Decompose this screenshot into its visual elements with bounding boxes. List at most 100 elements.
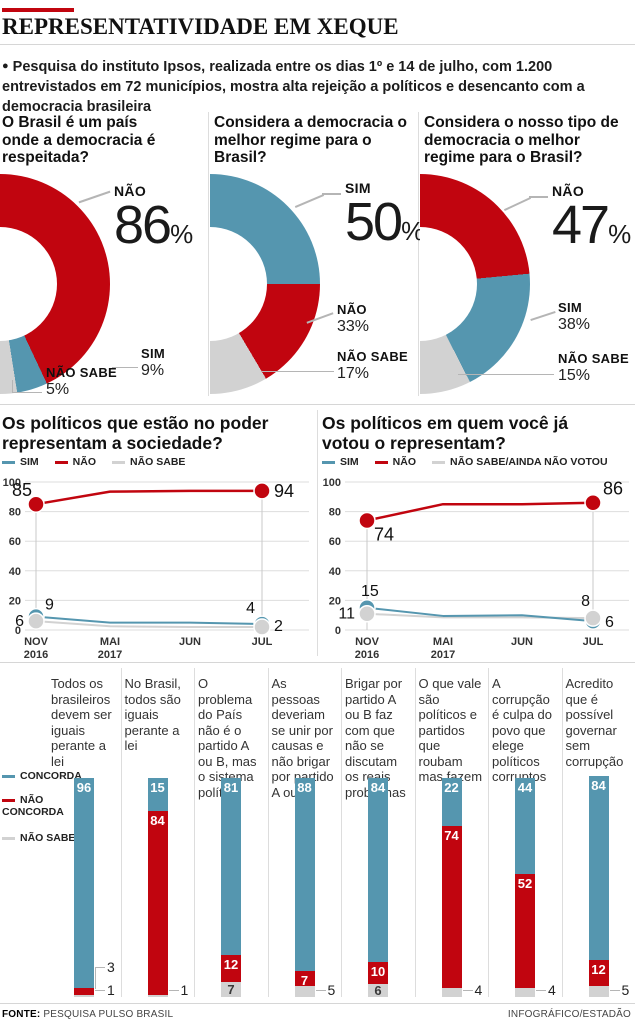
svg-text:40: 40 bbox=[9, 566, 21, 578]
bar-column: Acredito que é possível governar sem cor… bbox=[562, 666, 635, 1006]
bar-column-separator bbox=[341, 668, 342, 997]
bar-column: Brigar por partido A ou B faz com que nã… bbox=[341, 666, 415, 1006]
donut3-sim-callout: SIM 38% bbox=[558, 300, 591, 333]
svg-text:0: 0 bbox=[335, 625, 341, 637]
stacked-bar: 84 10 6 bbox=[368, 778, 388, 997]
bar-segment-nao_sabe: 6 bbox=[368, 984, 388, 997]
section-divider bbox=[0, 404, 635, 405]
intro-body: Pesquisa do instituto Ipsos, realizada e… bbox=[2, 59, 585, 115]
bar-segment-nao_sabe bbox=[588, 986, 609, 997]
bar-legend-nao-sabe: NÃO SABE bbox=[2, 832, 75, 844]
bar-segment-nao_sabe bbox=[74, 994, 94, 997]
donut1-primary-callout: NÃO 86% bbox=[114, 183, 193, 260]
donut3-big-label: NÃO bbox=[552, 183, 585, 199]
svg-text:100: 100 bbox=[3, 477, 21, 489]
connector-line bbox=[262, 371, 334, 372]
bar-segment-nao_sabe: 7 bbox=[221, 981, 241, 997]
connector-line bbox=[12, 392, 42, 393]
bar-value-label: 74 bbox=[444, 828, 459, 844]
svg-text:85: 85 bbox=[12, 480, 32, 500]
svg-text:60: 60 bbox=[9, 536, 21, 548]
bar-segment-nao_sabe bbox=[441, 988, 462, 997]
linechart1-legend: SIM NÃO NÃO SABE bbox=[2, 456, 185, 468]
donut2-chart bbox=[210, 172, 328, 396]
svg-text:15: 15 bbox=[361, 583, 379, 600]
svg-text:NOV: NOV bbox=[24, 636, 49, 648]
bar-legend-concorda: CONCORDA bbox=[2, 770, 82, 782]
svg-text:4: 4 bbox=[246, 600, 255, 617]
bar-value-label: 52 bbox=[517, 876, 533, 892]
stacked-bar: 15 84 bbox=[147, 778, 168, 997]
bar-column: O que vale são políticos e partidos que … bbox=[415, 666, 489, 1006]
svg-text:JUN: JUN bbox=[511, 636, 533, 648]
bar-segment-nao: 7 bbox=[294, 970, 315, 988]
credit-note: INFOGRÁFICO/ESTADÃO bbox=[507, 1009, 631, 1020]
svg-text:60: 60 bbox=[329, 536, 341, 548]
bar-segment-sim: 84 bbox=[588, 775, 609, 960]
connector-line bbox=[315, 990, 326, 991]
legend-item-sim: SIM bbox=[322, 456, 359, 468]
donut1-chart bbox=[0, 172, 118, 396]
bar-value-label: 6 bbox=[374, 982, 382, 998]
stacked-bar: 88 7 bbox=[294, 778, 315, 997]
connector-line bbox=[168, 990, 179, 991]
bar-segment-nao: 52 bbox=[515, 874, 535, 989]
header-divider bbox=[0, 44, 635, 45]
svg-text:2: 2 bbox=[274, 618, 283, 635]
legend-item-naosabe: NÃO SABE/AINDA NÃO VOTOU bbox=[432, 456, 608, 468]
svg-text:2017: 2017 bbox=[98, 649, 122, 661]
bar-value-label: 7 bbox=[300, 972, 309, 988]
bar-outside-value-label: 1 bbox=[180, 982, 189, 998]
bar-value-label: 96 bbox=[76, 780, 92, 795]
bar-value-label: 12 bbox=[591, 961, 606, 977]
donut1-sim-callout: SIM 9% bbox=[141, 346, 166, 379]
bar-segment-sim: 84 bbox=[368, 778, 388, 962]
bar-column: As pessoas deveriam se unir por causas e… bbox=[268, 666, 342, 1006]
svg-text:9: 9 bbox=[45, 597, 54, 614]
stacked-bar: 44 52 bbox=[515, 778, 535, 997]
bar-value-label: 88 bbox=[297, 780, 312, 795]
donut-divider-2 bbox=[418, 112, 419, 396]
connector-line bbox=[95, 990, 105, 991]
bar-question: No Brasil, todos são iguais perante a le… bbox=[124, 676, 181, 753]
nao-sabe-swatch-icon bbox=[2, 836, 15, 840]
bar-column-separator bbox=[120, 668, 122, 997]
bar-value-label: 81 bbox=[223, 780, 239, 795]
bar-segment-sim: 15 bbox=[147, 778, 168, 811]
bar-segment-sim: 22 bbox=[441, 778, 462, 827]
stacked-bar: 81 12 7 bbox=[221, 778, 241, 997]
svg-text:JUL: JUL bbox=[583, 636, 604, 648]
nao-swatch-icon bbox=[54, 460, 68, 464]
bar-outside-value-label: 1 bbox=[107, 982, 115, 998]
donut3-primary-callout: NÃO 47% bbox=[552, 183, 631, 260]
naosabe-swatch-icon bbox=[432, 460, 446, 464]
bar-segment-nao: 74 bbox=[441, 826, 462, 989]
bar-column-separator bbox=[194, 668, 195, 997]
bar-outside-value-label: 5 bbox=[327, 982, 336, 998]
connector-line bbox=[462, 990, 473, 991]
bar-column: O problema do País não é o partido A ou … bbox=[194, 666, 268, 1006]
svg-text:80: 80 bbox=[9, 507, 21, 519]
svg-text:2016: 2016 bbox=[355, 649, 379, 661]
donut2-question: Considera a democracia o melhor regime p… bbox=[214, 114, 407, 166]
svg-text:86: 86 bbox=[603, 479, 623, 499]
bar-segment-sim: 88 bbox=[294, 778, 315, 971]
bar-segment-nao: 84 bbox=[147, 810, 168, 995]
linechart2-plot: 0 20 40 60 80 100 15 6 74 86 11 8 NOV 2016 MAI 2017 JUN J… bbox=[320, 474, 635, 670]
svg-text:40: 40 bbox=[329, 566, 341, 578]
bar-outside-value-label: 4 bbox=[548, 982, 556, 998]
stacked-bar-chart: CONCORDA NÃO CONCORDA NÃO SABE Todos os … bbox=[0, 666, 635, 1006]
connector-line bbox=[322, 193, 341, 195]
donut3-question: Considera o nosso tipo de democracia o m… bbox=[424, 114, 619, 166]
bar-outside-value-label: 3 bbox=[107, 959, 115, 975]
bar-value-label: 84 bbox=[150, 812, 165, 828]
linechart-divider bbox=[317, 410, 318, 656]
bar-column: Todos os brasileiros devem ser iguais pe… bbox=[47, 666, 121, 1006]
bar-legend-nao-concorda: NÃO CONCORDA bbox=[2, 794, 64, 818]
donut2-big-label: SIM bbox=[345, 180, 371, 196]
bar-value-label: 12 bbox=[223, 957, 239, 973]
linechart1-title: Os políticos que estão no poder represen… bbox=[2, 413, 269, 453]
intro-bullet: ● bbox=[2, 60, 9, 72]
intro-text: ● Pesquisa do instituto Ipsos, realizada … bbox=[2, 56, 606, 117]
